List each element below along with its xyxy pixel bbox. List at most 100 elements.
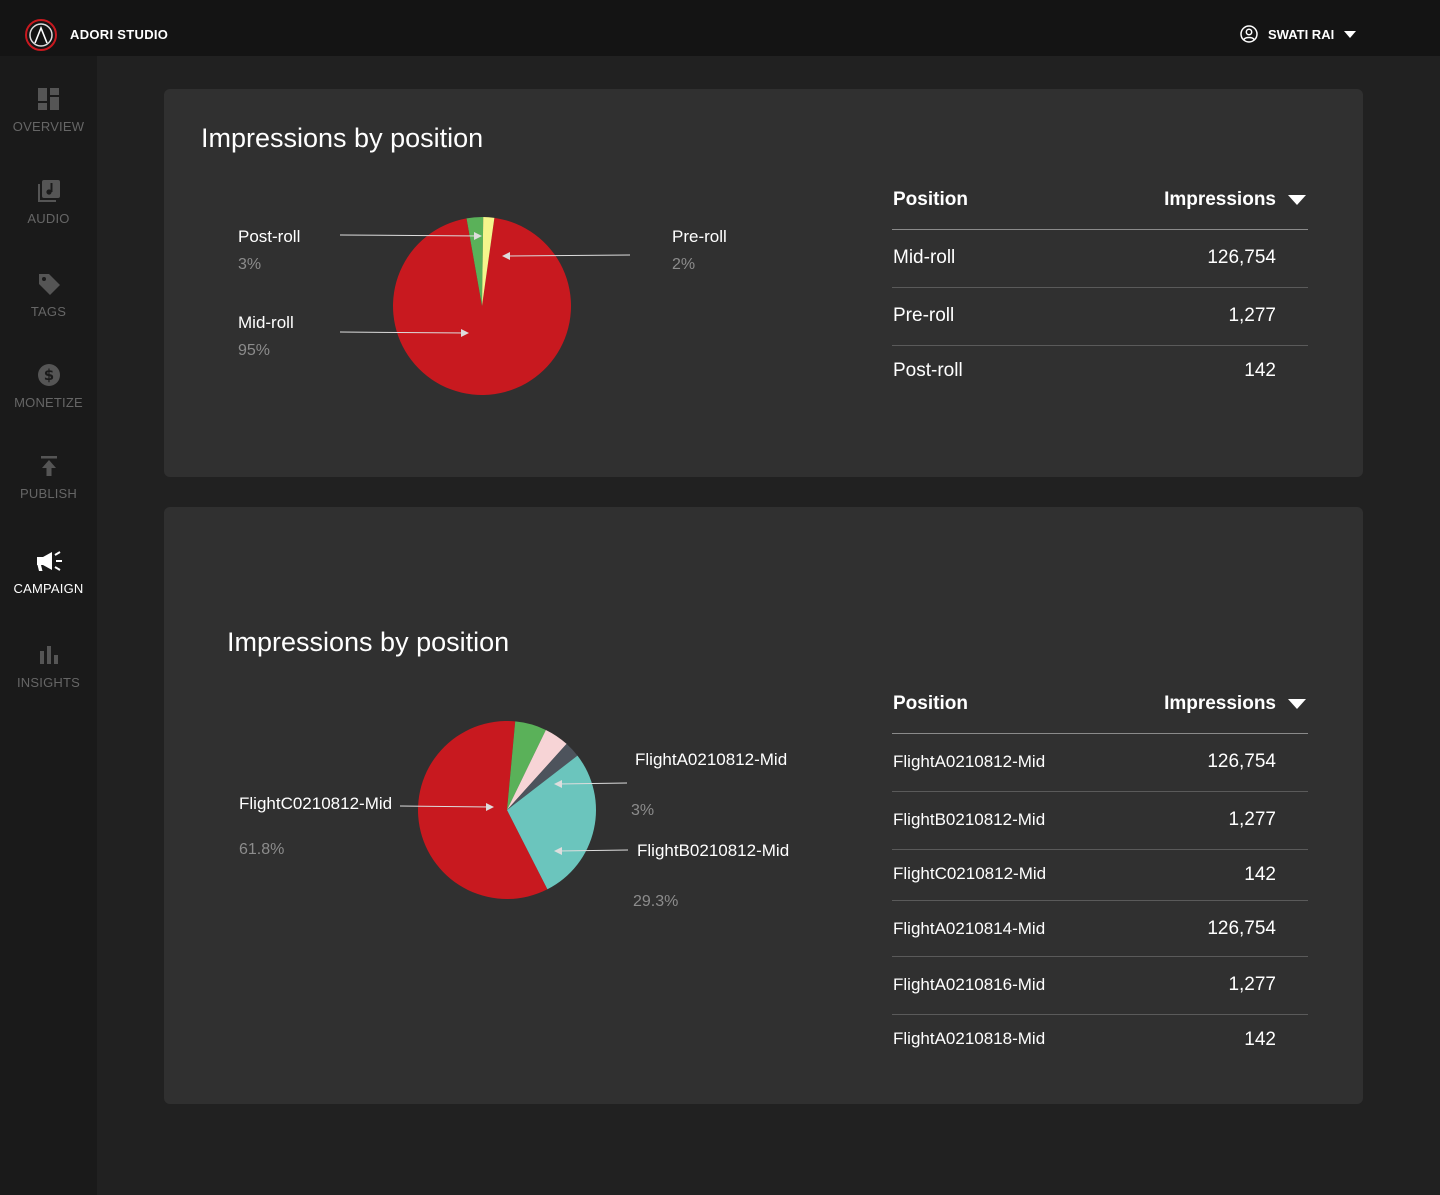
pie-chart: [399, 721, 629, 899]
impressions-table: Position Impressions FlightA0210812-Mid …: [892, 679, 1308, 1067]
arrow-icon: [486, 803, 494, 811]
table-row: FlightA0210814-Mid 126,754: [892, 901, 1308, 957]
leader-line: [399, 805, 491, 808]
pie-slice[interactable]: [466, 217, 484, 306]
sidebar-item-label: MONETIZE: [14, 395, 83, 410]
pie-label-flight-c: FlightC0210812-Mid: [239, 794, 393, 813]
table-row: FlightA0210818-Mid 142: [892, 1015, 1308, 1067]
cell-impressions: 1,277: [1228, 974, 1276, 995]
pie-chart: [339, 217, 631, 395]
table-row: FlightC0210812-Mid 142: [892, 850, 1308, 901]
pie-pct-flight-a: 3%: [631, 802, 655, 819]
cell-position: FlightC0210812-Mid: [893, 864, 1047, 883]
user-menu[interactable]: SWATI RAI: [1240, 25, 1357, 43]
sidebar-item-tags[interactable]: TAGS: [0, 272, 97, 319]
table-header: Position Impressions: [892, 679, 1308, 734]
cell-impressions: 1,277: [1228, 809, 1276, 830]
card-title: Impressions by position: [227, 627, 510, 657]
arrow-icon: [502, 252, 510, 260]
cell-impressions: 126,754: [1207, 247, 1276, 268]
dollar-icon: $: [37, 364, 60, 386]
leader-line: [503, 254, 631, 257]
user-name: SWATI RAI: [1268, 26, 1335, 42]
pie-pct-flight-b: 29.3%: [633, 893, 679, 910]
table-row: FlightB0210812-Mid 1,277: [892, 792, 1308, 850]
pie-slice[interactable]: [482, 217, 495, 306]
dashboard-icon: [37, 88, 59, 110]
sidebar-item-monetize[interactable]: $ MONETIZE: [0, 363, 97, 410]
sidebar-item-label: PUBLISH: [19, 486, 78, 501]
sort-down-icon[interactable]: [1288, 699, 1306, 709]
pie-slice[interactable]: [393, 217, 571, 395]
sort-down-icon[interactable]: [1288, 195, 1306, 205]
svg-text:$: $: [43, 366, 53, 384]
pie-label-flight-b: FlightB0210812-Mid: [637, 841, 790, 860]
top-bar: ADORI STUDIO SWATI RAI: [0, 0, 1440, 56]
cell-position: Post-roll: [893, 360, 963, 381]
table-row: Pre-roll 1,277: [892, 288, 1308, 346]
sidebar-item-label: OVERVIEW: [12, 119, 85, 134]
column-header-position[interactable]: Position: [893, 693, 968, 714]
sidebar: OVERVIEW AUDIO TAGS $ MONETIZE PUBLISH: [0, 56, 97, 1195]
cell-position: FlightB0210812-Mid: [893, 810, 1046, 829]
upload-icon: [40, 456, 57, 476]
leader-line: [557, 782, 628, 785]
cell-impressions: 126,754: [1207, 751, 1276, 772]
card-title: Impressions by position: [201, 123, 484, 153]
column-header-impressions[interactable]: Impressions: [1164, 189, 1276, 210]
account-circle-icon: [1240, 25, 1258, 43]
pie-slice[interactable]: [507, 743, 578, 810]
cell-impressions: 142: [1244, 360, 1276, 381]
table-row: FlightA0210812-Mid 126,754: [892, 734, 1308, 792]
cell-position: Pre-roll: [893, 305, 955, 326]
pie-pct-mid-roll: 95%: [238, 342, 271, 359]
table-row: Mid-roll 126,754: [892, 230, 1308, 288]
arrow-icon: [474, 232, 482, 240]
cell-position: FlightA0210816-Mid: [893, 975, 1046, 994]
leader-line: [339, 234, 481, 237]
bar-chart-icon: [39, 646, 58, 664]
cell-impressions: 142: [1244, 864, 1276, 885]
pie-slice[interactable]: [507, 721, 546, 810]
tag-icon: [38, 274, 60, 295]
pie-label-pre-roll: Pre-roll: [672, 227, 727, 246]
sidebar-item-insights[interactable]: INSIGHTS: [0, 643, 97, 690]
sidebar-item-campaign[interactable]: CAMPAIGN: [0, 549, 97, 596]
cell-position: FlightA0210812-Mid: [893, 752, 1046, 771]
cell-impressions: 142: [1244, 1029, 1276, 1050]
leader-lines: [399, 782, 629, 852]
sidebar-item-label: INSIGHTS: [17, 675, 80, 690]
adori-logo-icon[interactable]: [24, 18, 58, 52]
leader-line: [339, 331, 468, 334]
sidebar-item-audio[interactable]: AUDIO: [0, 179, 97, 226]
cell-impressions: 1,277: [1228, 305, 1276, 326]
impressions-by-position-card: Impressions by position Post-roll 3% Mid…: [164, 89, 1363, 477]
leader-lines: [339, 234, 631, 334]
sidebar-item-publish[interactable]: PUBLISH: [0, 454, 97, 501]
sidebar-item-label: TAGS: [30, 304, 67, 319]
arrow-icon: [554, 847, 562, 855]
megaphone-icon: [36, 551, 62, 571]
table-header: Position Impressions: [892, 175, 1308, 230]
table-row: Post-roll 142: [892, 346, 1308, 398]
pie-slice[interactable]: [507, 729, 567, 810]
cell-position: FlightA0210818-Mid: [893, 1029, 1046, 1048]
sidebar-item-label: AUDIO: [27, 211, 70, 226]
caret-down-icon[interactable]: [1344, 30, 1357, 38]
column-header-impressions[interactable]: Impressions: [1164, 693, 1276, 714]
pie-pct-post-roll: 3%: [238, 256, 262, 273]
pie-pct-flight-c: 61.8%: [239, 841, 285, 858]
pie-slice[interactable]: [507, 755, 596, 890]
cell-position: FlightA0210814-Mid: [893, 919, 1046, 938]
audio-library-icon: [37, 180, 60, 202]
pie-label-post-roll: Post-roll: [238, 227, 301, 246]
sidebar-item-overview[interactable]: OVERVIEW: [0, 87, 97, 134]
sidebar-item-label: CAMPAIGN: [13, 581, 84, 596]
flight-impressions-card: Impressions by position FlightC0210812-M…: [164, 507, 1363, 1104]
pie-slice[interactable]: [418, 721, 548, 899]
cell-position: Mid-roll: [893, 247, 956, 268]
pie-label-flight-a: FlightA0210812-Mid: [635, 750, 788, 769]
column-header-position[interactable]: Position: [893, 189, 968, 210]
arrow-icon: [461, 329, 469, 337]
leader-line: [557, 849, 629, 852]
